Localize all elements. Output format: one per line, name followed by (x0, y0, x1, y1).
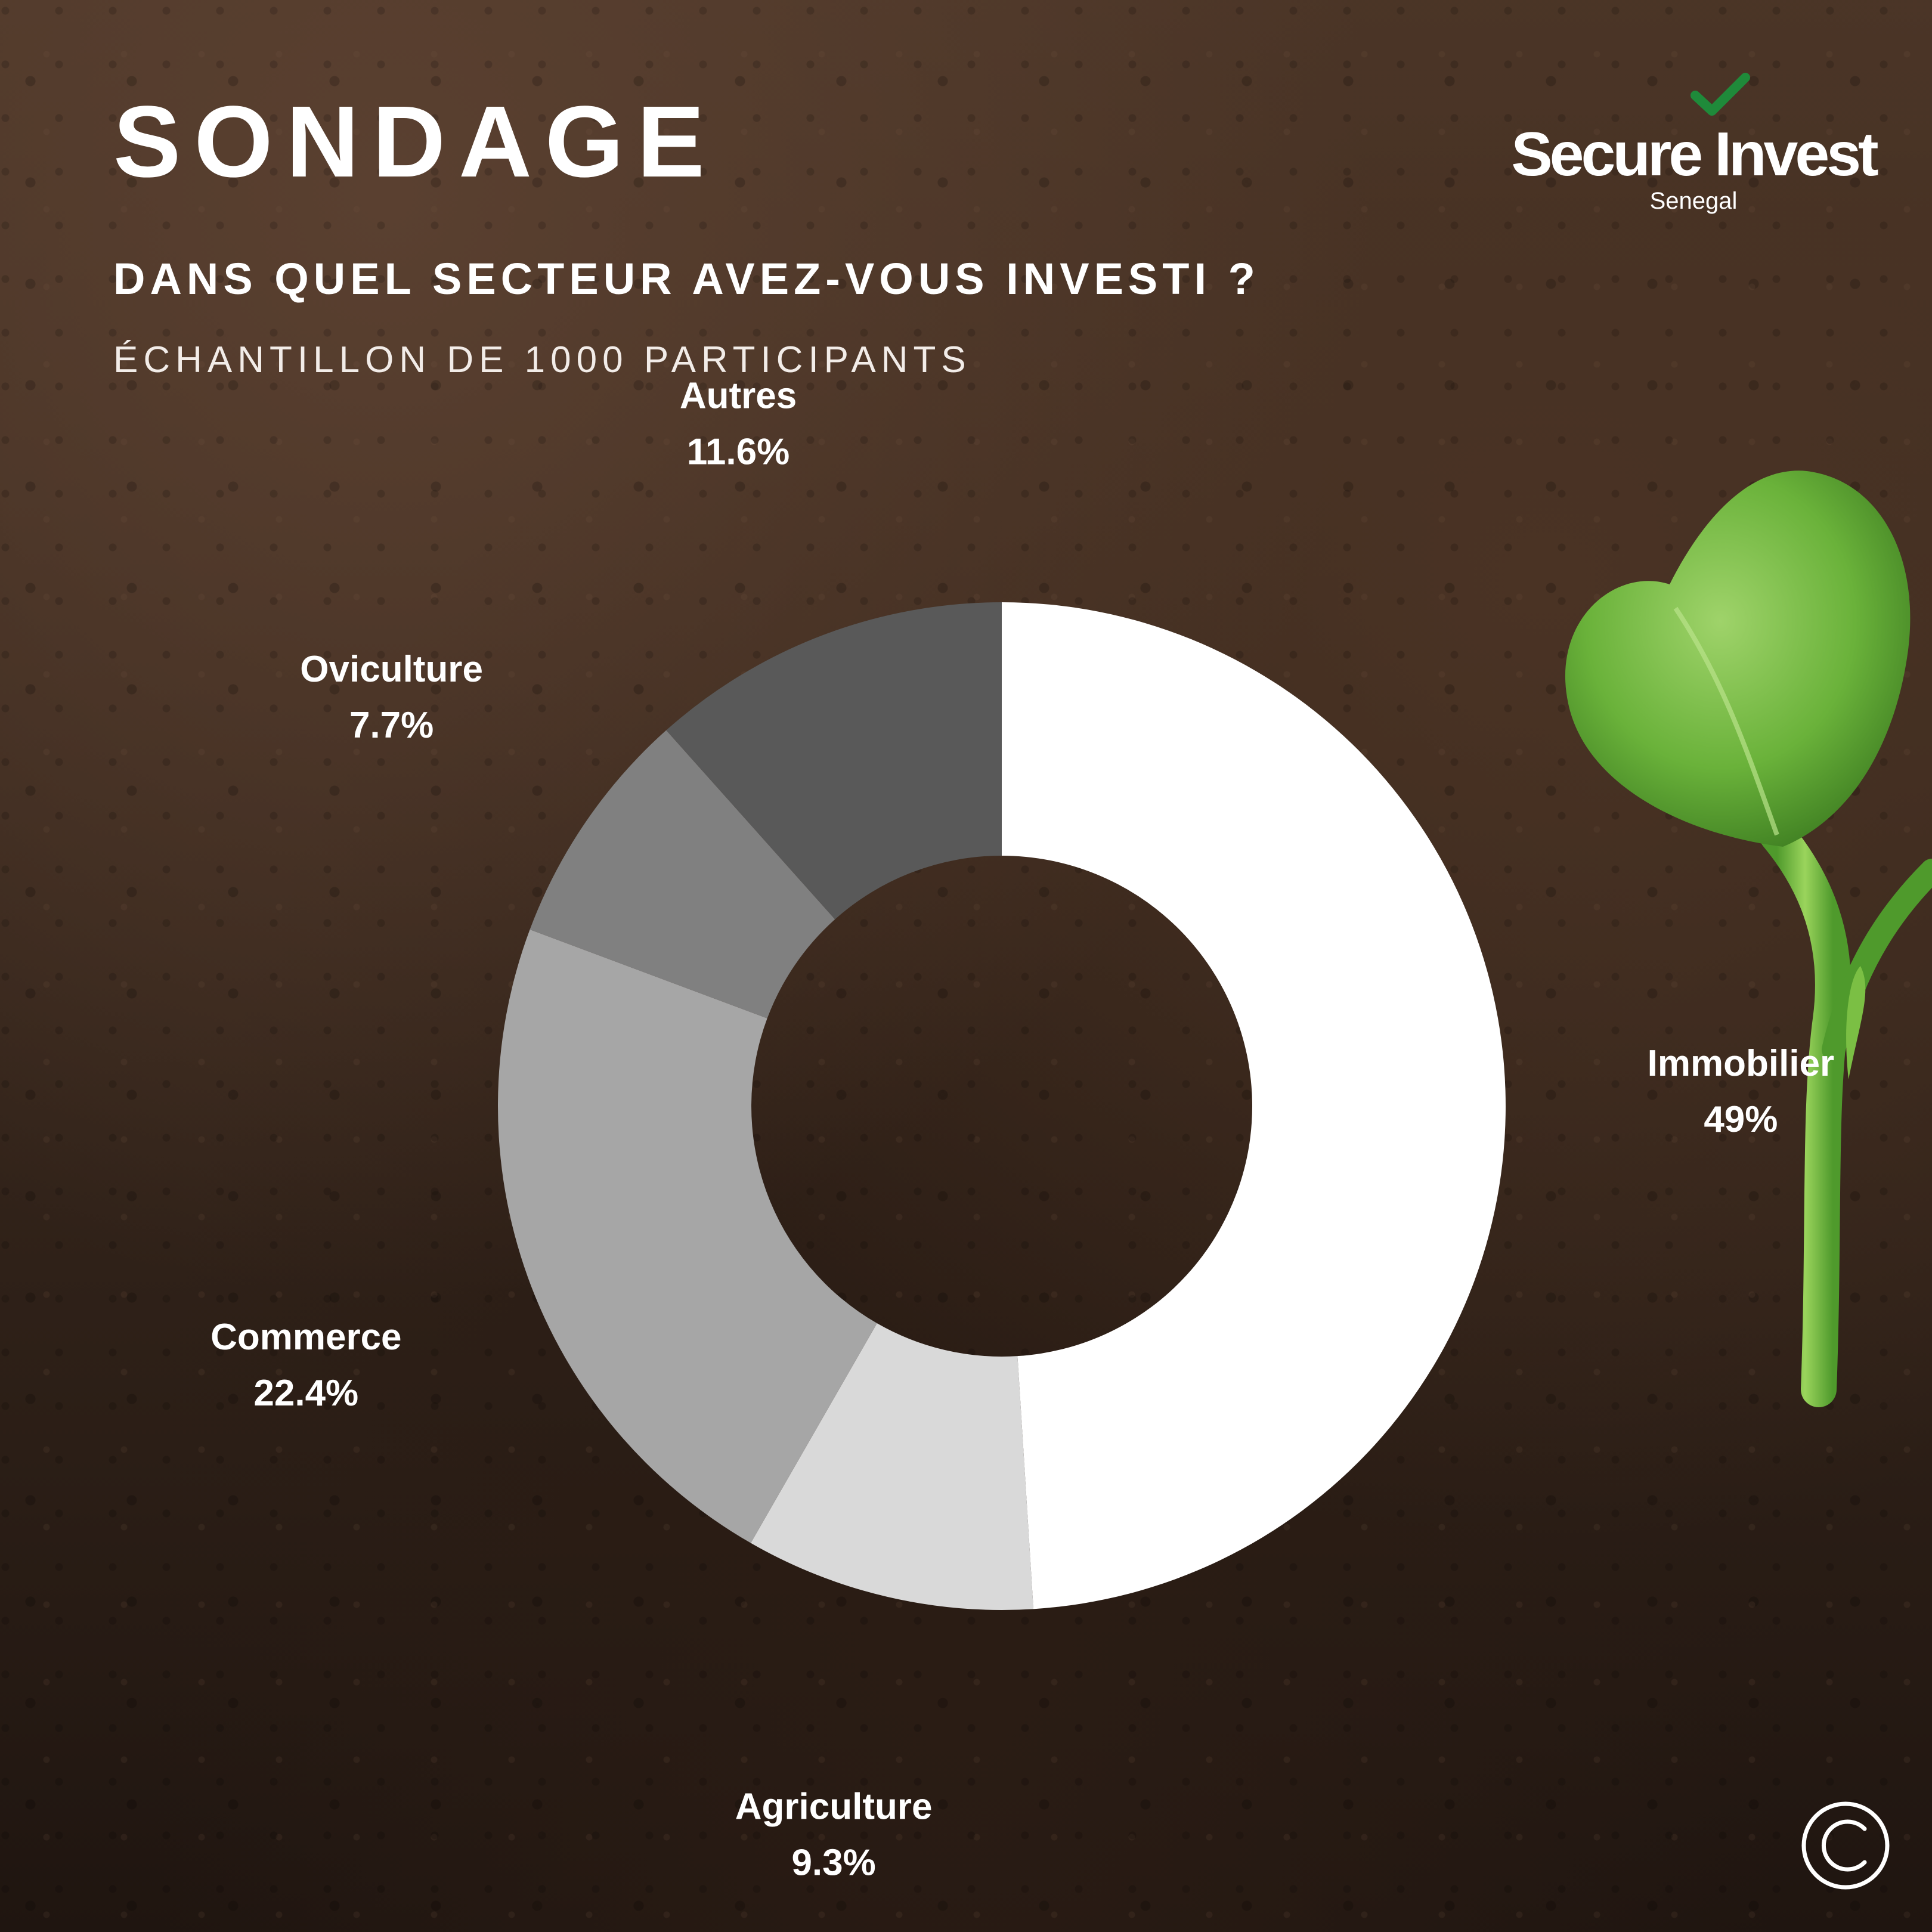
slice-label-oviculture: Oviculture (300, 649, 483, 690)
survey-question: DANS QUEL SECTEUR AVEZ-VOUS INVESTI ? (113, 254, 1260, 304)
donut-slice-agriculture (751, 1323, 1034, 1610)
donut-slice-oviculture (530, 730, 835, 1018)
slice-value-autres: 11.6% (687, 431, 789, 472)
slice-value-immobilier: 49% (1704, 1099, 1778, 1140)
seedling-illustration (1565, 470, 1932, 1407)
slice-value-commerce: 22.4% (253, 1373, 358, 1414)
slice-label-commerce: Commerce (210, 1317, 401, 1358)
copyright-icon (1801, 1801, 1890, 1890)
donut-slice-autres (666, 602, 1002, 919)
donut-slice-immobilier (1002, 602, 1506, 1609)
sample-size-subtitle: ÉCHANTILLON DE 1000 PARTICIPANTS (113, 339, 971, 380)
page-title: SONDAGE (113, 85, 718, 199)
slice-value-agriculture: 9.3% (791, 1843, 875, 1884)
donut-slice-commerce (498, 929, 877, 1543)
brand-country: Senegal (1649, 188, 1738, 214)
slice-label-autres: Autres (680, 375, 797, 416)
slice-label-immobilier: Immobilier (1648, 1043, 1835, 1084)
brand-logo: Secure Invest Senegal (1491, 72, 1896, 227)
brand-name: Secure Invest (1511, 120, 1878, 189)
checkmark-icon (1690, 73, 1750, 116)
slice-value-oviculture: 7.7% (349, 705, 434, 746)
slice-label-agriculture: Agriculture (735, 1787, 933, 1828)
